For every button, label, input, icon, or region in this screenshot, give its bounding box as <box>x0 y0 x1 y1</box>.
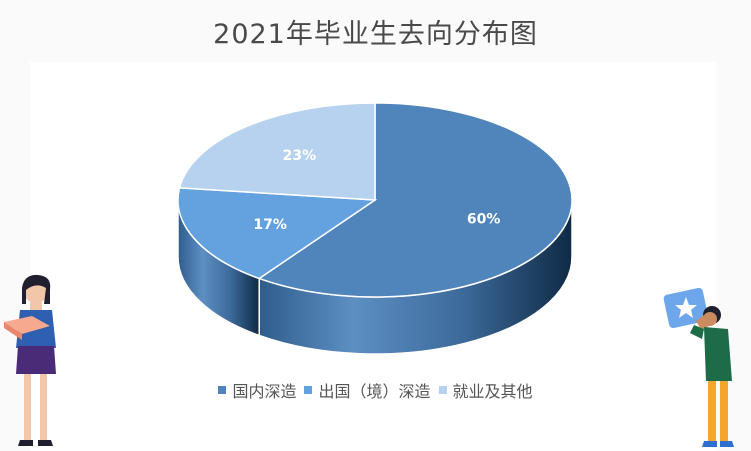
data-label-国内深造: 60% <box>467 212 501 228</box>
data-label-就业及其他: 23% <box>283 148 317 164</box>
legend-swatch <box>304 386 313 394</box>
legend-item: 就业及其他 <box>438 378 533 402</box>
pie-slice-国内深造 <box>257 102 573 298</box>
legend-label: 出国（境）深造 <box>318 382 431 401</box>
legend-item: 出国（境）深造 <box>304 378 431 402</box>
woman-reading-illustration <box>4 274 56 446</box>
legend-item: 国内深造 <box>218 378 296 402</box>
pie-top-slices <box>177 102 573 298</box>
pie-slice-就业及其他 <box>178 102 376 201</box>
man-with-star-card-illustration <box>663 287 734 447</box>
pie-slice-出国（境）深造 <box>177 187 378 280</box>
data-label-出国（境）深造: 17% <box>253 217 287 233</box>
pie-data-labels: 60% 17% 23% <box>253 148 500 233</box>
legend-label: 国内深造 <box>232 382 297 401</box>
legend-label: 就业及其他 <box>452 382 533 401</box>
chart-title: 2021年毕业生去向分布图 <box>213 19 538 50</box>
legend-swatch <box>438 386 447 394</box>
legend-swatch <box>218 386 227 394</box>
legend: 国内深造 出国（境）深造 就业及其他 <box>0 378 751 402</box>
